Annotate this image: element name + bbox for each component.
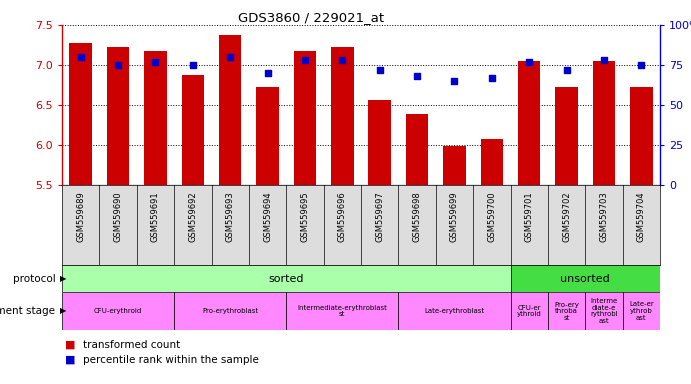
- Point: [636, 62, 647, 68]
- Point: [225, 54, 236, 60]
- Bar: [62, 292, 174, 330]
- Bar: [399, 292, 511, 330]
- Bar: [630, 88, 652, 185]
- Bar: [556, 88, 578, 185]
- Text: ■: ■: [66, 355, 76, 365]
- Bar: [368, 100, 391, 185]
- Text: GSM559689: GSM559689: [76, 191, 85, 242]
- Bar: [518, 61, 540, 185]
- Point: [598, 57, 609, 63]
- Text: sorted: sorted: [269, 273, 304, 283]
- Text: GSM559694: GSM559694: [263, 191, 272, 242]
- Point: [150, 59, 161, 65]
- Text: unsorted: unsorted: [560, 273, 610, 283]
- Bar: [174, 292, 286, 330]
- Text: CFU-er
ythroid: CFU-er ythroid: [517, 305, 542, 317]
- Text: ▶: ▶: [60, 274, 66, 283]
- Text: GSM559699: GSM559699: [450, 191, 459, 242]
- Point: [337, 57, 348, 63]
- Bar: [548, 292, 585, 330]
- Text: GSM559695: GSM559695: [301, 191, 310, 242]
- Point: [449, 78, 460, 84]
- Text: GSM559696: GSM559696: [338, 191, 347, 242]
- Text: GSM559697: GSM559697: [375, 191, 384, 242]
- Bar: [62, 265, 511, 292]
- Text: protocol: protocol: [12, 273, 59, 283]
- Text: GSM559692: GSM559692: [189, 191, 198, 242]
- Bar: [585, 292, 623, 330]
- Bar: [107, 47, 129, 185]
- Text: Interme
diate-e
rythrobl
ast: Interme diate-e rythrobl ast: [590, 298, 618, 324]
- Text: GSM559693: GSM559693: [226, 191, 235, 242]
- Point: [374, 67, 385, 73]
- Bar: [294, 51, 316, 185]
- Point: [486, 75, 498, 81]
- Bar: [593, 61, 615, 185]
- Text: Pro-ery
throba
st: Pro-ery throba st: [554, 301, 579, 321]
- Point: [561, 67, 572, 73]
- Bar: [256, 88, 278, 185]
- Text: transformed count: transformed count: [83, 340, 180, 350]
- Point: [75, 54, 86, 60]
- Text: percentile rank within the sample: percentile rank within the sample: [83, 355, 258, 365]
- Text: GSM559704: GSM559704: [637, 191, 646, 242]
- Text: GSM559700: GSM559700: [487, 191, 496, 242]
- Text: CFU-erythroid: CFU-erythroid: [94, 308, 142, 314]
- Text: Late-er
ythrob
ast: Late-er ythrob ast: [629, 301, 654, 321]
- Point: [262, 70, 273, 76]
- Text: GSM559691: GSM559691: [151, 191, 160, 242]
- Text: Intermediate-erythroblast
st: Intermediate-erythroblast st: [297, 305, 387, 317]
- Text: ▶: ▶: [60, 306, 66, 316]
- Bar: [443, 146, 466, 185]
- Bar: [623, 292, 660, 330]
- Text: GSM559703: GSM559703: [599, 191, 609, 242]
- Bar: [331, 46, 354, 185]
- Bar: [406, 114, 428, 185]
- Point: [187, 62, 198, 68]
- Point: [299, 57, 310, 63]
- Bar: [144, 51, 167, 185]
- Point: [113, 62, 124, 68]
- Text: ■: ■: [66, 340, 76, 350]
- Bar: [481, 139, 503, 185]
- Point: [412, 73, 423, 79]
- Bar: [219, 35, 241, 185]
- Text: Pro-erythroblast: Pro-erythroblast: [202, 308, 258, 314]
- Bar: [182, 74, 204, 185]
- Text: GDS3860 / 229021_at: GDS3860 / 229021_at: [238, 12, 384, 25]
- Text: development stage: development stage: [0, 306, 59, 316]
- Bar: [511, 292, 548, 330]
- Bar: [70, 43, 92, 185]
- Text: GSM559698: GSM559698: [413, 191, 422, 242]
- Text: GSM559701: GSM559701: [524, 191, 533, 242]
- Text: GSM559690: GSM559690: [113, 191, 122, 242]
- Bar: [286, 292, 399, 330]
- Point: [524, 59, 535, 65]
- Text: GSM559702: GSM559702: [562, 191, 571, 242]
- Bar: [511, 265, 660, 292]
- Text: Late-erythroblast: Late-erythroblast: [424, 308, 484, 314]
